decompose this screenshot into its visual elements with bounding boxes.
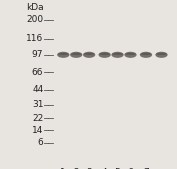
Ellipse shape [140, 52, 152, 58]
Text: 200: 200 [26, 15, 43, 24]
Ellipse shape [57, 52, 69, 58]
Ellipse shape [156, 53, 167, 55]
Ellipse shape [71, 53, 82, 55]
Ellipse shape [99, 52, 111, 58]
Ellipse shape [112, 53, 123, 55]
Text: 1: 1 [60, 168, 66, 169]
Text: 66: 66 [32, 68, 43, 77]
Text: 7: 7 [143, 168, 149, 169]
Text: 14: 14 [32, 126, 43, 135]
Text: 97: 97 [32, 50, 43, 59]
Text: 6: 6 [38, 138, 43, 148]
Text: 22: 22 [32, 114, 43, 123]
Text: kDa: kDa [26, 3, 43, 12]
Text: 6: 6 [128, 168, 133, 169]
Ellipse shape [125, 53, 136, 55]
Text: 3: 3 [86, 168, 92, 169]
Ellipse shape [84, 53, 95, 55]
Text: 2: 2 [73, 168, 79, 169]
Ellipse shape [70, 52, 82, 58]
Ellipse shape [58, 53, 69, 55]
Text: 5: 5 [115, 168, 120, 169]
Ellipse shape [112, 52, 124, 58]
Text: 31: 31 [32, 100, 43, 109]
Ellipse shape [124, 52, 137, 58]
Ellipse shape [155, 52, 168, 58]
Ellipse shape [83, 52, 95, 58]
Text: 116: 116 [26, 34, 43, 43]
Ellipse shape [99, 53, 110, 55]
Text: 4: 4 [102, 168, 107, 169]
Ellipse shape [141, 53, 152, 55]
Text: 44: 44 [32, 85, 43, 94]
